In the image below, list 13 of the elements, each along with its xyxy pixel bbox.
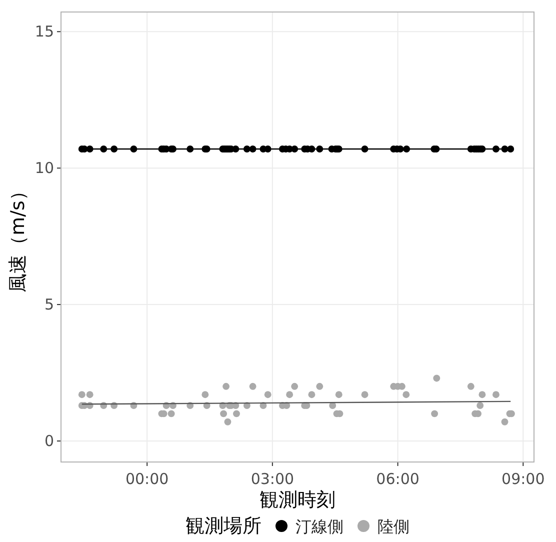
- x-axis-title: 観測時刻: [260, 489, 336, 511]
- legend-label: 陸側: [378, 517, 410, 536]
- x-tick-label: 06:00: [376, 470, 420, 488]
- y-tick-label: 15: [34, 22, 54, 40]
- legend-title: 観測場所: [186, 515, 262, 537]
- y-tick-label: 0: [44, 432, 54, 450]
- y-tick-label: 5: [44, 295, 54, 314]
- x-tick-label: 03:00: [250, 470, 294, 488]
- legend-label: 汀線側: [296, 517, 344, 536]
- x-tick-label: 09:00: [502, 470, 545, 488]
- y-tick-label: 10: [34, 158, 54, 177]
- x-tick-label: 00:00: [125, 470, 169, 488]
- y-axis-title: 風速（m/s）: [7, 182, 29, 292]
